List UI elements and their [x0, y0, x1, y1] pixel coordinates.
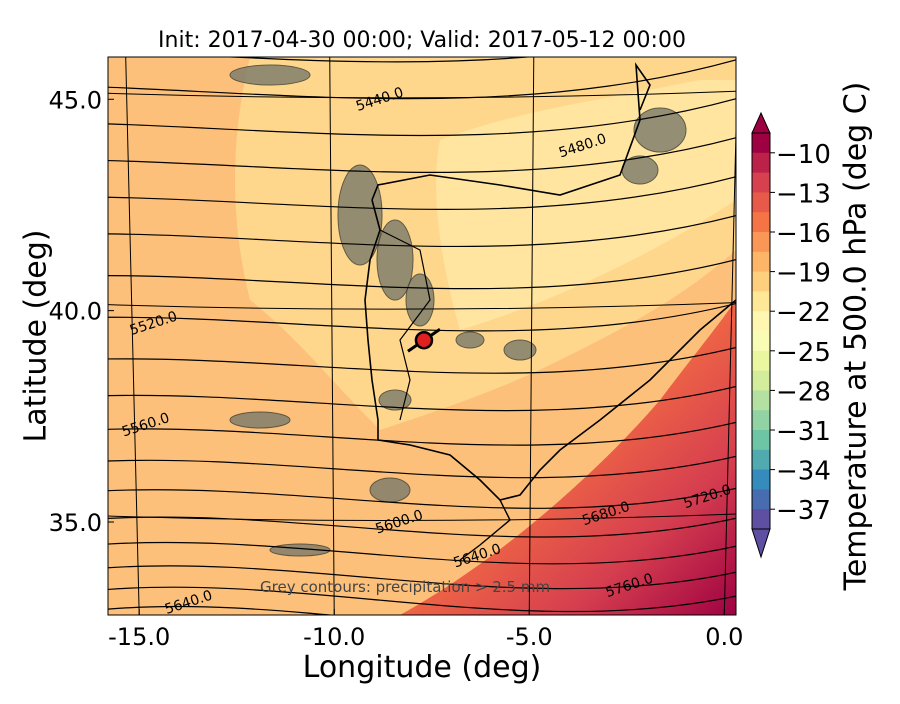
precip-blob: [378, 389, 412, 411]
colorbar-tick-label: −34: [776, 457, 831, 487]
precip-blob: [633, 107, 687, 153]
warm-region: [400, 300, 736, 615]
colorbar-band: [752, 350, 770, 372]
colorbar-band: [752, 489, 770, 510]
colorbar-band: [752, 152, 770, 174]
colorbar-label: Temperature at 500.0 hPa (deg C): [838, 81, 874, 591]
plot-frame: [107, 56, 737, 616]
morocco-coastline: [459, 499, 511, 561]
y-tick-label: 45.0: [49, 86, 102, 114]
height-contour-line: [108, 421, 736, 446]
precip-blob: [376, 219, 414, 301]
colorbar-tick-label: −19: [776, 259, 831, 289]
parallel-line: [108, 90, 736, 99]
colorbar-band: [752, 311, 770, 332]
precip-annotation: Grey contours: precipitation > 2.5 mm: [260, 578, 551, 596]
x-tick-label: 0.0: [705, 623, 743, 651]
height-contour-line: [108, 258, 736, 290]
x-tick-label: -5.0: [506, 623, 553, 651]
colorbar-band: [752, 370, 770, 391]
height-contours: [108, 57, 736, 615]
height-contour-line: [108, 487, 736, 509]
marker-dot: [414, 330, 434, 350]
height-contour-line: [108, 541, 736, 565]
height-contour-line: [108, 214, 736, 248]
height-contour-line: [108, 516, 736, 538]
y-tick-label: 35.0: [49, 509, 102, 537]
colorbar-tick-label: −16: [776, 219, 831, 249]
colorbar-band: [752, 251, 770, 273]
height-contour-line: [108, 175, 736, 210]
meridian-line: [125, 57, 140, 615]
colorbar-tick-label: −25: [776, 338, 831, 368]
colorbar: −10 −13 −16 −19 −22 −25 −28 −31 −34 −37: [751, 111, 831, 559]
location-marker: [407, 327, 441, 353]
precip-blob: [369, 477, 411, 503]
x-tick-label: -15.0: [108, 623, 170, 651]
height-contour-line: [108, 605, 336, 615]
height-contour-line: [108, 98, 736, 137]
colorbar-band: [752, 469, 770, 490]
chart-title: Init: 2017-04-30 00:00; Valid: 2017-05-1…: [158, 28, 686, 53]
colorbar-band: [752, 172, 770, 193]
colorbar-tick-label: −28: [776, 377, 831, 407]
y-axis-ticks: 35.0 40.0 45.0: [49, 86, 114, 537]
colorbar-extend-bottom: [751, 528, 771, 559]
y-axis-label: Latitude (deg): [18, 229, 54, 443]
coastline: [364, 62, 736, 561]
portugal-border: [379, 229, 431, 421]
precip-blob: [503, 339, 537, 361]
colorbar-frame: [751, 132, 771, 530]
colorbar-band: [752, 449, 770, 471]
colorbar-band: [752, 192, 770, 213]
north-coastline: [371, 62, 651, 201]
colorbar-band: [752, 291, 770, 312]
colorbar-tick-label: −13: [776, 179, 831, 209]
colorbar-band: [752, 410, 770, 431]
precip-blob: [337, 164, 383, 266]
height-contour-line: [108, 385, 736, 412]
colorbar-band: [752, 430, 770, 451]
height-contour-line: [108, 346, 736, 374]
colorbar-tick-label: −31: [776, 417, 831, 447]
parallel-line: [108, 513, 736, 522]
colorbar-extend-top: [751, 111, 771, 134]
colorbar-band: [752, 509, 770, 530]
precip-blob: [229, 411, 291, 429]
colorbar-tick-label: −37: [776, 496, 831, 526]
colorbar-band: [752, 271, 770, 292]
height-contour-line: [108, 586, 736, 613]
height-contour-line: [108, 455, 736, 479]
height-contour-line: [108, 302, 736, 332]
precip-blob: [229, 64, 311, 86]
meridian-line: [528, 57, 535, 615]
colorbar-band: [752, 390, 770, 411]
x-tick-label: -10.0: [303, 623, 365, 651]
colorbar-tick-label: −10: [776, 140, 831, 170]
parallel-line: [108, 302, 736, 310]
y-tick-label: 40.0: [49, 298, 102, 326]
x-axis-ticks: -15.0 -10.0 -5.0 0.0: [108, 609, 743, 651]
colorbar-tick-label: −22: [776, 298, 831, 328]
colorbar-band: [752, 133, 770, 154]
precip-blob: [455, 331, 485, 349]
height-contour-line: [220, 57, 534, 63]
height-contour-line: [108, 137, 736, 173]
graticule: [108, 57, 736, 615]
colorbar-band: [752, 232, 770, 253]
colorbar-band: [752, 331, 770, 352]
south-coastline: [377, 299, 736, 501]
meridian-line: [329, 57, 335, 615]
x-axis-label: Longitude (deg): [302, 650, 542, 685]
colorbar-band: [752, 212, 770, 233]
height-contour-line: [108, 565, 736, 590]
west-coastline: [364, 199, 381, 440]
height-contour-line: [108, 59, 736, 100]
